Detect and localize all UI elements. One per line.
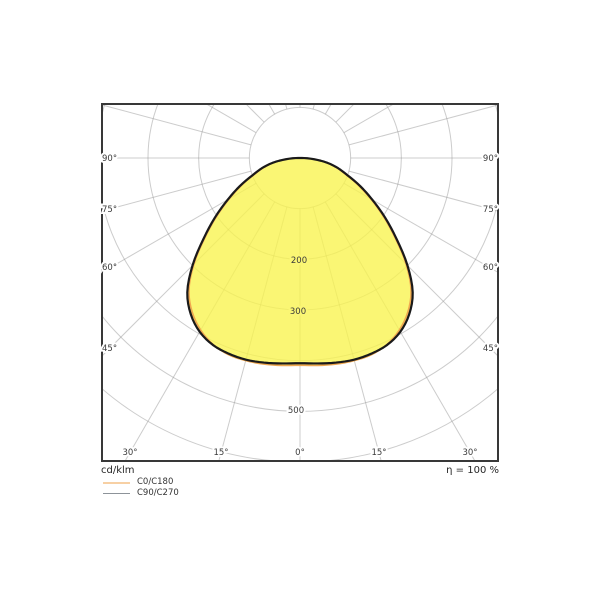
svg-text:75°: 75° [102,205,117,215]
svg-text:45°: 45° [102,344,117,354]
unit-label: cd/klm [101,465,135,476]
svg-text:45°: 45° [483,344,498,354]
angle-labels: 90° 75° 60° 45° 90° 75° 60° 45° 30° 15° 0° 15° 30° [100,152,500,460]
legend-line-c0-c180-icon [103,481,130,484]
svg-text:60°: 60° [102,263,117,273]
plot-border [101,103,499,462]
svg-text:60°: 60° [483,263,498,273]
efficiency-label: η = 100 % [446,465,499,476]
legend-label-c0-c180: C0/C180 [137,477,174,487]
svg-text:75°: 75° [483,205,498,215]
svg-text:500: 500 [288,406,304,416]
svg-text:90°: 90° [483,154,498,164]
svg-text:90°: 90° [102,154,117,164]
svg-text:200: 200 [291,256,307,266]
svg-text:30°: 30° [122,448,137,458]
svg-text:0°: 0° [295,448,305,458]
svg-text:15°: 15° [213,448,228,458]
svg-text:15°: 15° [371,448,386,458]
curve-c90-c270 [186,156,414,365]
beam-fill [187,158,413,366]
legend-label-c90-c270: C90/C270 [137,488,179,498]
legend: C0/C180 C90/C270 [103,478,179,498]
ring-labels: 200 300 500 [286,254,309,418]
svg-text:30°: 30° [462,448,477,458]
legend-line-c90-c270-icon [103,493,130,494]
svg-text:300: 300 [290,307,306,317]
legend-item-c90-c270: C90/C270 [103,489,179,498]
legend-item-c0-c180: C0/C180 [103,478,179,487]
